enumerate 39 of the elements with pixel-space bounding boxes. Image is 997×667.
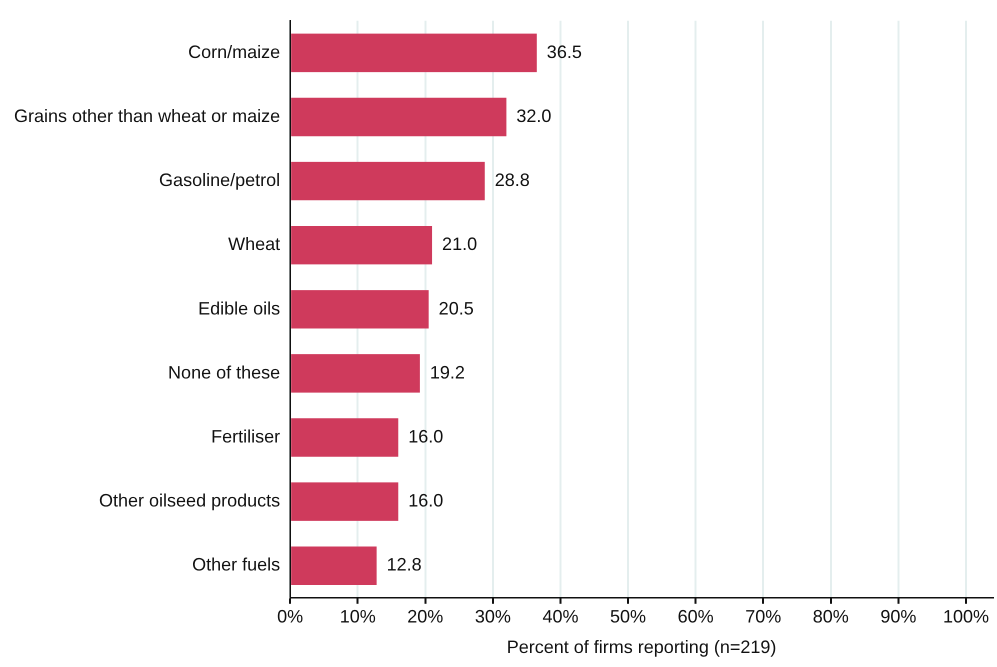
x-tick-label: 30% bbox=[474, 606, 511, 627]
data-label: 28.8 bbox=[494, 170, 530, 190]
x-tick-label: 90% bbox=[880, 606, 916, 627]
y-tick-label: None of these bbox=[168, 362, 280, 382]
x-tick-label: 80% bbox=[812, 606, 849, 627]
bar bbox=[291, 98, 506, 136]
y-tick-label: Corn/maize bbox=[188, 42, 280, 62]
bar bbox=[291, 226, 432, 264]
y-tick-label: Fertiliser bbox=[211, 426, 280, 446]
y-tick-label: Gasoline/petrol bbox=[159, 170, 280, 190]
y-tick-label: Other oilseed products bbox=[99, 490, 280, 511]
bar bbox=[291, 162, 485, 200]
data-label: 16.0 bbox=[408, 490, 444, 511]
bar bbox=[291, 34, 537, 72]
data-label: 12.8 bbox=[386, 554, 422, 575]
bar bbox=[291, 418, 398, 457]
x-tick-label: 0% bbox=[277, 606, 304, 627]
x-tick-label: 50% bbox=[610, 606, 646, 627]
data-label: 20.5 bbox=[438, 298, 474, 318]
y-tick-label: Edible oils bbox=[198, 298, 280, 318]
bar bbox=[291, 482, 398, 521]
bar bbox=[291, 546, 377, 585]
bar bbox=[291, 354, 420, 393]
bar bbox=[291, 290, 429, 329]
x-tick-label: 60% bbox=[678, 606, 714, 627]
y-tick-label: Grains other than wheat or maize bbox=[14, 106, 280, 126]
x-tick-label: 10% bbox=[340, 606, 376, 627]
data-label: 36.5 bbox=[546, 42, 582, 62]
x-tick-label: 70% bbox=[745, 606, 782, 627]
x-tick-label: 100% bbox=[942, 606, 989, 627]
data-label: 21.0 bbox=[442, 234, 478, 254]
x-axis-title: Percent of firms reporting (n=219) bbox=[506, 637, 776, 658]
x-tick-label: 20% bbox=[407, 606, 444, 627]
x-tick-label: 40% bbox=[542, 606, 578, 627]
data-label: 32.0 bbox=[516, 106, 552, 126]
y-tick-label: Other fuels bbox=[192, 554, 280, 575]
data-label: 16.0 bbox=[408, 426, 444, 446]
data-label: 19.2 bbox=[430, 362, 465, 382]
y-tick-label: Wheat bbox=[228, 234, 280, 254]
